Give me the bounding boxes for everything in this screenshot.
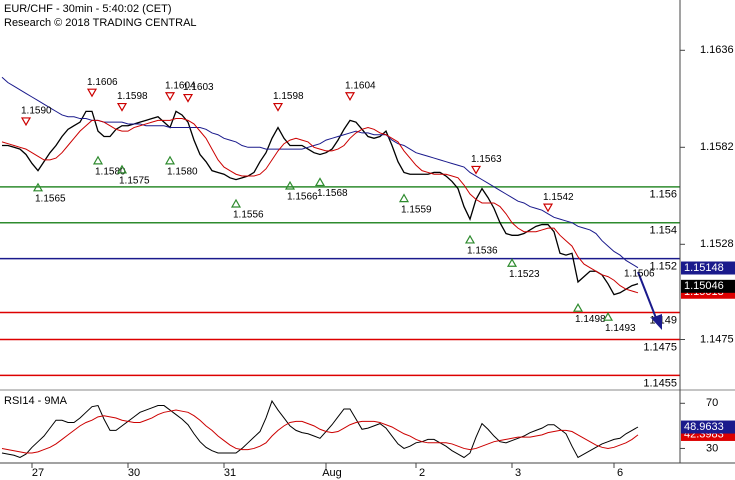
y-tick-label: 70 [706, 397, 718, 409]
x-tick-label: 27 [32, 467, 44, 479]
high-label: 1.1598 [273, 91, 304, 102]
rsi-title: RSI14 - 9MA [4, 395, 68, 407]
low-label: 1.1580 [95, 167, 126, 178]
x-tick-label: 6 [617, 467, 623, 479]
low-label: 1.1523 [509, 269, 540, 280]
low-label: 1.1493 [605, 323, 636, 334]
level-label: 1.1475 [643, 341, 677, 353]
high-marker [116, 102, 128, 112]
low-marker [230, 198, 242, 208]
high-label: 1.1590 [21, 106, 52, 117]
chart-subtitle: Research © 2018 TRADING CENTRAL [4, 17, 197, 29]
low-marker [32, 182, 44, 192]
y-tick-label: 1.1475 [700, 333, 734, 345]
high-marker [272, 102, 284, 112]
low-label: 1.1566 [287, 192, 318, 203]
low-marker [284, 180, 296, 190]
forecast-arrowhead [651, 314, 662, 330]
price-tag-label: 1.15148 [684, 262, 724, 274]
low-label: 1.1565 [35, 193, 66, 204]
y-tick-label: 1.1636 [700, 44, 734, 56]
plot [1, 76, 639, 459]
x-tick-label: 2 [419, 467, 425, 479]
high-label: 1.1598 [117, 91, 148, 102]
high-marker [470, 165, 482, 175]
x-tick-label: 3 [515, 467, 521, 479]
high-marker [344, 92, 356, 101]
low-label: 1.1536 [467, 246, 498, 257]
price-tag [681, 420, 735, 434]
series-line [1, 118, 639, 294]
high-marker [86, 88, 98, 98]
price-tag [681, 279, 735, 293]
note-label: 1.1506 [624, 268, 655, 279]
low-marker [506, 258, 518, 267]
series-line [1, 409, 639, 454]
x-tick-label: 31 [224, 467, 236, 479]
low-marker [92, 155, 104, 165]
y-tick-label: 30 [706, 442, 718, 454]
level-label: 1.154 [649, 225, 677, 237]
high-label: 1.1604 [165, 80, 196, 91]
low-marker [572, 302, 584, 312]
low-marker [602, 311, 614, 321]
chart-title: EUR/CHF - 30min - 5:40:02 (CET) [4, 3, 171, 15]
y-tick-label: 1.1582 [700, 141, 734, 153]
x-tick-label: Aug [322, 467, 342, 479]
low-marker [164, 155, 176, 165]
high-label: 1.1606 [87, 77, 118, 88]
series-line [1, 76, 639, 269]
series-line [2, 110, 639, 296]
price-tag-label: 48.9633 [684, 421, 724, 433]
price-tag-label: 1.15046 [684, 280, 724, 292]
high-label: 1.1604 [345, 80, 376, 91]
low-label: 1.1575 [119, 176, 150, 187]
low-marker [116, 164, 128, 174]
y-tick-label: 1.1528 [700, 238, 734, 250]
low-marker [464, 234, 476, 244]
low-label: 1.1580 [167, 167, 198, 178]
level-label: 1.156 [649, 189, 677, 201]
series-line [1, 399, 639, 459]
low-marker [398, 193, 410, 203]
x-tick-label: 30 [128, 467, 140, 479]
high-marker [20, 117, 32, 127]
low-label: 1.1556 [233, 210, 264, 221]
level-label: 1.152 [649, 261, 677, 273]
high-label: 1.1603 [183, 82, 214, 93]
price-tag [681, 261, 735, 275]
low-label: 1.1568 [317, 188, 348, 199]
high-label: 1.1542 [543, 192, 574, 203]
high-label: 1.1563 [471, 154, 502, 165]
low-label: 1.1559 [401, 204, 432, 215]
high-marker [542, 203, 554, 213]
low-marker [314, 177, 326, 187]
forecast-arrow [637, 271, 657, 319]
low-label: 1.1498 [575, 314, 606, 325]
high-marker [164, 92, 176, 101]
high-marker [182, 93, 194, 103]
level-label: 1.1455 [643, 377, 677, 389]
